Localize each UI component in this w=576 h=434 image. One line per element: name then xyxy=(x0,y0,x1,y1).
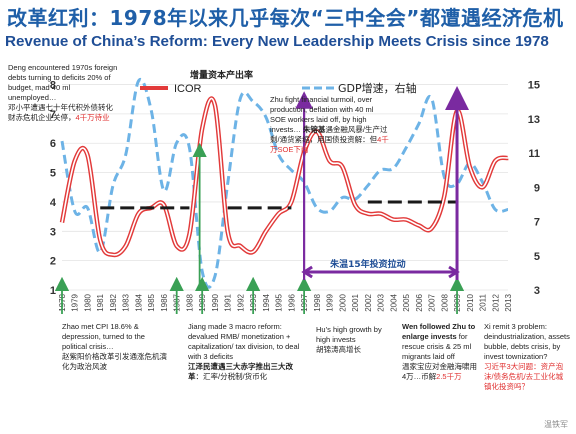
x-tick-label: 1981 xyxy=(96,293,105,311)
axis-label-cn: 增量资本产出率 xyxy=(190,69,253,81)
annotation-jiang: Jiang made 3 macro reform: devalued RMB/… xyxy=(188,322,300,381)
watermark: 温铁军 xyxy=(544,420,568,429)
x-tick-label: 1986 xyxy=(160,293,169,311)
x-tick-label: 1996 xyxy=(287,293,296,311)
mean-lines xyxy=(100,200,458,210)
right-tick-label: 7 xyxy=(534,217,540,229)
x-tick-label: 1992 xyxy=(236,293,245,311)
x-tick-label: 1984 xyxy=(134,293,143,311)
legend-gdp-label: GDP增速，右轴 xyxy=(338,81,417,95)
x-tick-label: 1999 xyxy=(326,293,335,311)
bracket-right-head xyxy=(448,265,460,279)
annotation-xi: Xi remit 3 problem: deindustrialization,… xyxy=(484,322,570,391)
left-tick-label: 5 xyxy=(50,168,56,180)
x-tick-label: 2007 xyxy=(428,293,437,311)
x-tick-label: 2001 xyxy=(351,293,360,311)
left-tick-label: 4 xyxy=(50,197,57,209)
x-axis: 1978197919801981198219831984198519861987… xyxy=(58,293,513,311)
right-axis: 3 5 7 9 11 13 15 xyxy=(528,80,540,297)
right-tick-label: 13 xyxy=(528,114,540,126)
x-tick-label: 1991 xyxy=(224,293,233,311)
x-tick-label: 2008 xyxy=(440,293,449,311)
legend-icor-label: ICOR xyxy=(174,83,202,95)
x-tick-label: 2003 xyxy=(377,293,386,311)
left-tick-label: 2 xyxy=(50,256,56,268)
annotation-wen: Wen followed Zhu to enlarge invests for … xyxy=(402,322,477,381)
x-tick-label: 2004 xyxy=(389,293,398,311)
x-tick-label: 1994 xyxy=(262,293,271,311)
chart-title-en: Revenue of China’s Reform: Every New Lea… xyxy=(5,33,549,50)
x-tick-label: 1979 xyxy=(71,293,80,311)
icor-series xyxy=(59,96,509,258)
x-tick-label: 2013 xyxy=(504,293,513,311)
right-tick-label: 5 xyxy=(534,251,540,263)
x-tick-label: 2005 xyxy=(402,293,411,311)
bracket-left-head xyxy=(301,265,313,279)
right-tick-label: 9 xyxy=(534,182,540,194)
annotation-hu: Hu’s high growth by high invests 胡锦涛高增长 xyxy=(316,325,382,354)
left-axis: 1 2 3 4 5 6 7 8 xyxy=(50,80,57,297)
right-tick-label: 11 xyxy=(528,148,540,160)
annotation-deng: Deng encountered 1970s foreign debts tur… xyxy=(8,63,118,122)
annotation-zhu: Zhu fight financial turmoil, over produc… xyxy=(270,95,389,154)
x-tick-label: 1998 xyxy=(313,293,322,311)
x-tick-label: 1990 xyxy=(211,293,220,311)
x-tick-label: 2000 xyxy=(338,293,347,311)
x-tick-label: 2010 xyxy=(466,293,475,311)
annotation-zhao: Zhao met CPI 18.6% & depression, turned … xyxy=(62,322,167,371)
x-tick-label: 1988 xyxy=(185,293,194,311)
x-tick-label: 2012 xyxy=(491,293,500,311)
right-tick-label: 15 xyxy=(528,80,540,92)
legend: ICOR GDP增速，右轴 增量资本产出率 xyxy=(140,69,417,95)
right-tick-label: 3 xyxy=(534,285,540,297)
x-tick-label: 2002 xyxy=(364,293,373,311)
icor-line-inner xyxy=(61,97,509,256)
x-tick-label: 2006 xyxy=(415,293,424,311)
chart-title-cn: 改革红利：1978年以来几乎每次“三中全会”都遭遇经济危机 xyxy=(7,6,564,30)
x-tick-label: 1982 xyxy=(109,293,118,311)
left-tick-label: 7 xyxy=(50,109,56,121)
x-tick-label: 1985 xyxy=(147,293,156,311)
left-tick-label: 1 xyxy=(50,285,56,297)
left-tick-label: 8 xyxy=(50,80,56,92)
left-tick-label: 6 xyxy=(50,138,56,150)
bracket-label: 朱温15年投资拉动 xyxy=(329,258,406,270)
x-tick-label: 2011 xyxy=(479,293,488,311)
event-arrows: 朱温15年投资拉动 xyxy=(54,86,470,314)
x-tick-label: 1980 xyxy=(83,293,92,311)
x-tick-label: 1983 xyxy=(122,293,131,311)
left-tick-label: 3 xyxy=(50,226,56,238)
x-tick-label: 1995 xyxy=(275,293,284,311)
